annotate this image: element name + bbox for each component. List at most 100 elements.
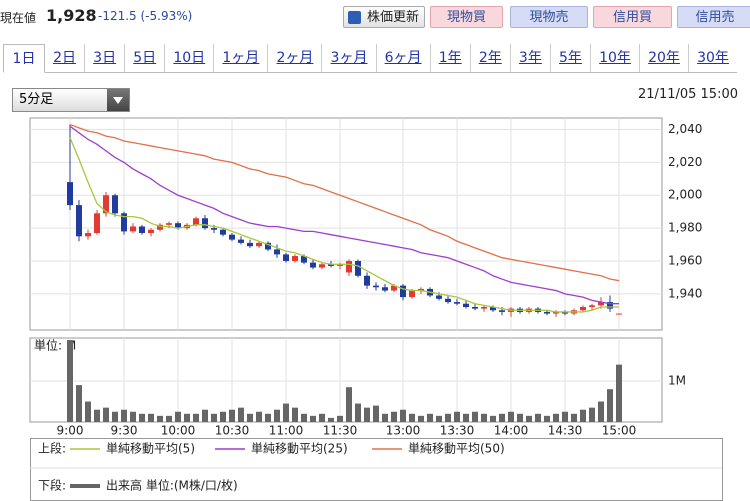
legend-entry: 単純移動平均(5) [106,442,195,456]
volume-bar [481,413,487,422]
period-tab[interactable]: 20年 [639,44,688,72]
volume-bar [553,413,559,422]
candle-body [544,311,550,314]
margin-sell-button[interactable]: 信用売 [677,6,750,28]
candle-body [166,223,172,225]
y-tick-label: 1,960 [668,253,702,267]
y-tick-label: 2,000 [668,188,702,202]
candle-body [364,275,370,286]
period-tab[interactable]: 3年 [509,44,550,72]
period-tab[interactable]: 2日 [53,50,76,66]
y-tick-label: 1,980 [668,221,702,235]
candle-body [616,313,622,315]
candle-body [301,256,307,263]
y-tick-label: 2,020 [668,155,702,169]
period-tab[interactable]: 1ヶ月 [213,44,267,72]
volume-bar [211,413,217,422]
volume-bar [310,415,316,422]
sell-button[interactable]: 現物売 [510,6,588,28]
candle-body [445,298,451,303]
margin-buy-button[interactable]: 信用買 [593,6,672,28]
candle-body [175,223,181,229]
volume-bar [463,413,469,422]
volume-bar [562,411,568,422]
volume-bar [571,413,577,422]
volume-bar [364,407,370,422]
period-tab[interactable]: 2ヶ月 [267,44,321,72]
candle-body [67,182,73,206]
x-tick-label: 9:00 [57,424,84,438]
refresh-icon [348,11,361,24]
candle-body [589,305,595,307]
period-tab[interactable]: 6ヶ月 [375,44,430,72]
volume-bar [418,415,424,422]
candle-body [94,213,100,234]
x-tick-label: 13:00 [386,424,421,438]
buy-button[interactable]: 現物買 [430,6,503,28]
candle-body [400,285,406,298]
period-tab[interactable]: 5日 [124,44,164,72]
candle-body [310,262,316,268]
candle-body [157,224,163,230]
volume-bar [598,401,604,422]
volume-bar [175,411,181,422]
period-tab[interactable]: 2年 [469,44,510,72]
period-tab[interactable]: 30年 [688,44,737,72]
volume-bar [508,411,514,422]
volume-bar [490,415,496,422]
legend-label: 上段: [38,441,66,456]
volume-bar [220,411,226,422]
select-arrow [107,89,129,111]
period-tabs: 1日 2日 3日 5日 10日 1ヶ月 2ヶ月 3ヶ月 6ヶ月 1年 2年 3年 5年 10年 20年 30年 [3,44,737,73]
refresh-button[interactable]: 株価更新 [343,6,425,28]
volume-bar [427,413,433,422]
volume-bar [535,413,541,422]
y-tick-label: 1M [668,374,686,388]
volume-bar [184,413,190,422]
volume-bar [238,407,244,422]
volume-bar [499,413,505,422]
candle-body [409,290,415,298]
x-tick-label: 15:00 [602,424,637,438]
candle-body [247,242,253,247]
candle-body [355,260,361,276]
period-tab[interactable]: 10日 [164,44,213,72]
volume-bar [112,411,118,422]
period-tab[interactable]: 1日 [3,44,45,73]
period-tab[interactable]: 1年 [429,44,470,72]
legend-label: 下段: [38,478,66,493]
volume-unit: 単位: M [34,338,76,353]
volume-bar [391,411,397,422]
candle-body [490,306,496,311]
button-label: 株価更新 [366,10,419,25]
candle-body [580,306,586,311]
candle-body [256,242,262,247]
x-tick-label: 14:30 [548,424,583,438]
candle-body [463,303,469,307]
y-tick-label: 2,040 [668,122,702,136]
period-tab[interactable]: 5年 [549,44,590,72]
moving-average-line [69,137,619,313]
volume-bar [274,409,280,422]
volume-bar [436,415,442,422]
candle-body [391,285,397,291]
period-tab[interactable]: 3日 [84,44,124,72]
volume-bar [526,415,532,422]
period-tab[interactable]: 10年 [590,44,639,72]
volume-bar [229,409,235,422]
volume-bar [247,413,253,422]
moving-average-line [69,125,619,305]
interval-select[interactable]: 5分足 [12,88,130,112]
volume-bar [265,413,271,422]
candle-body [238,239,244,243]
candle-body [103,195,109,214]
candle-body [211,228,217,230]
candle-body [265,242,271,250]
volume-bar [292,407,298,422]
period-tab[interactable]: 3ヶ月 [321,44,375,72]
candle-body [346,260,352,273]
x-tick-label: 11:00 [269,424,304,438]
price-change: -121.5 (-5.93%) [98,9,193,23]
price-panel [29,117,663,331]
